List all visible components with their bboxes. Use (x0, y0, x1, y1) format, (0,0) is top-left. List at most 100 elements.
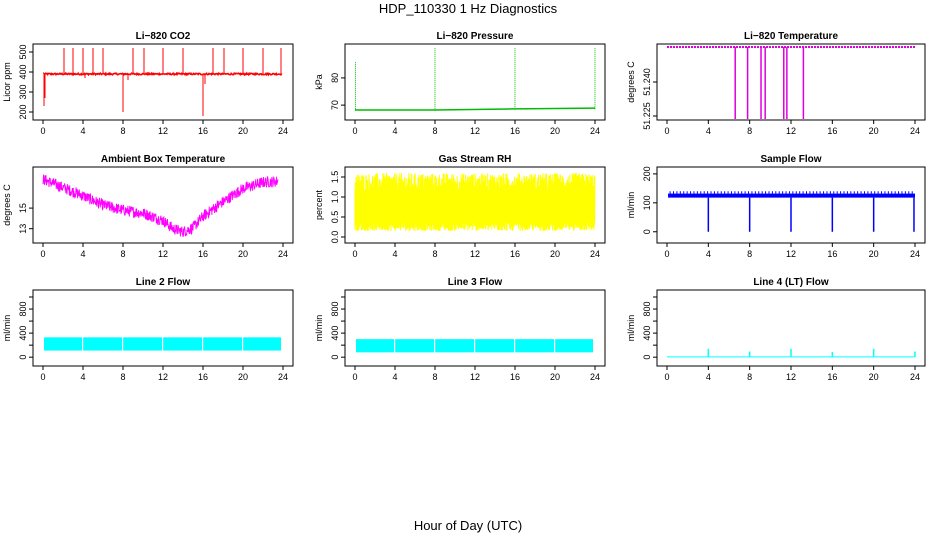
x-tick-label: 0 (40, 372, 45, 382)
x-tick-label: 24 (278, 249, 288, 259)
y-tick-label: 70 (330, 100, 340, 110)
x-tick-label: 8 (747, 126, 752, 136)
series-co2 (43, 48, 283, 116)
x-tick-label: 16 (827, 372, 837, 382)
x-tick-label: 0 (664, 249, 669, 259)
x-tick-label: 24 (910, 249, 920, 259)
x-tick-label: 4 (706, 372, 711, 382)
x-tick-label: 16 (510, 249, 520, 259)
y-axis-label: ml/min (626, 192, 636, 219)
y-tick-label: 1.5 (330, 171, 340, 184)
flow-band (356, 339, 394, 353)
plot-frame (344, 289, 606, 367)
plot-frame (32, 289, 294, 367)
series-sample_flow (668, 191, 915, 232)
y-axis-label: percent (314, 189, 324, 220)
flow-band (395, 339, 434, 353)
panel-title: Sample Flow (760, 154, 821, 165)
x-tick-label: 8 (747, 372, 752, 382)
x-tick-label: 12 (786, 249, 796, 259)
y-axis-label: ml/min (314, 315, 324, 342)
panel-sample_flow: Sample Flow ml/min 0 4 8 12 16 20 24 0 100 200 (626, 154, 926, 259)
y-tick-label: 0 (642, 355, 652, 360)
y-tick-label: 0.0 (330, 231, 340, 244)
flow-band (475, 339, 514, 353)
rh-trace (354, 173, 596, 231)
series-line4 (667, 348, 916, 358)
plot-frame (32, 166, 294, 244)
y-axis-label: Licor ppm (2, 62, 12, 102)
x-tick-label: 20 (869, 249, 879, 259)
x-tick-label: 12 (470, 126, 480, 136)
x-tick-label: 4 (706, 249, 711, 259)
flow-band (243, 337, 281, 351)
y-tick-label: 13 (18, 224, 28, 234)
flow-band (123, 337, 162, 351)
panel-title: Gas Stream RH (439, 154, 512, 165)
x-tick-label: 0 (664, 372, 669, 382)
x-tick-label: 16 (827, 126, 837, 136)
y-axis-label: ml/min (626, 315, 636, 342)
flow-band (83, 337, 122, 351)
panel-line3: Line 3 Flow ml/min 0 4 8 12 16 20 24 0 400 800 (314, 277, 606, 382)
x-tick-label: 4 (392, 126, 397, 136)
box-temp-trace (42, 174, 279, 238)
flow-band (515, 339, 554, 353)
x-tick-label: 4 (80, 372, 85, 382)
x-tick-label: 24 (910, 372, 920, 382)
series-licor_temp (667, 46, 915, 119)
y-tick-label: 0 (18, 355, 28, 360)
x-tick-label: 0 (40, 249, 45, 259)
y-tick-label: 51.225 (642, 102, 652, 130)
x-tick-label: 8 (432, 372, 437, 382)
x-tick-label: 12 (470, 249, 480, 259)
x-tick-label: 4 (80, 249, 85, 259)
panel-line2: Line 2 Flow ml/min 0 4 8 12 16 20 24 0 400 800 (2, 277, 294, 382)
x-tick-label: 0 (352, 372, 357, 382)
panel-title: Li−820 Pressure (437, 31, 514, 42)
flow-band (555, 339, 593, 353)
x-tick-label: 24 (590, 126, 600, 136)
x-tick-label: 12 (786, 372, 796, 382)
y-tick-label: 0 (642, 229, 652, 234)
x-tick-label: 12 (158, 126, 168, 136)
x-tick-label: 24 (278, 126, 288, 136)
x-tick-label: 24 (590, 249, 600, 259)
x-tick-label: 4 (706, 126, 711, 136)
y-tick-label: 800 (330, 302, 340, 317)
y-tick-label: 400 (18, 326, 28, 341)
x-tick-label: 8 (120, 126, 125, 136)
flow-band (163, 337, 202, 351)
x-tick-label: 8 (120, 372, 125, 382)
x-tick-label: 16 (198, 249, 208, 259)
y-tick-label: 800 (18, 302, 28, 317)
panel-title: Line 3 Flow (448, 277, 503, 288)
x-tick-label: 8 (120, 249, 125, 259)
y-tick-label: 15 (18, 203, 28, 213)
x-tick-label: 0 (664, 126, 669, 136)
panel-licor_temp: Li−820 Temperature degrees C 0 4 8 12 16 20 24 51… (626, 31, 926, 136)
panel-line4: Line 4 (LT) Flow ml/min 0 4 8 12 16 20 24 0 400 800 (626, 277, 926, 382)
x-tick-label: 20 (869, 372, 879, 382)
x-tick-label: 0 (352, 126, 357, 136)
x-tick-label: 24 (590, 372, 600, 382)
series-pressure (355, 48, 596, 111)
series-line2 (44, 337, 281, 351)
x-tick-label: 20 (550, 372, 560, 382)
y-tick-label: 200 (642, 166, 652, 181)
y-tick-label: 300 (18, 84, 28, 99)
sample-flow-band (668, 193, 915, 198)
y-tick-label: 80 (330, 73, 340, 83)
y-tick-label: 400 (18, 64, 28, 79)
x-tick-label: 16 (198, 372, 208, 382)
x-tick-label: 12 (470, 372, 480, 382)
panel-box_temp: Ambient Box Temperature degrees C 0 4 8 12 16 2… (2, 154, 294, 259)
y-tick-label: 1.0 (330, 191, 340, 204)
x-tick-label: 4 (80, 126, 85, 136)
y-tick-label: 400 (330, 326, 340, 341)
y-tick-label: 400 (642, 326, 652, 341)
x-axis-label: Hour of Day (UTC) (413, 518, 523, 533)
x-tick-label: 0 (40, 126, 45, 136)
x-tick-label: 0 (352, 249, 357, 259)
